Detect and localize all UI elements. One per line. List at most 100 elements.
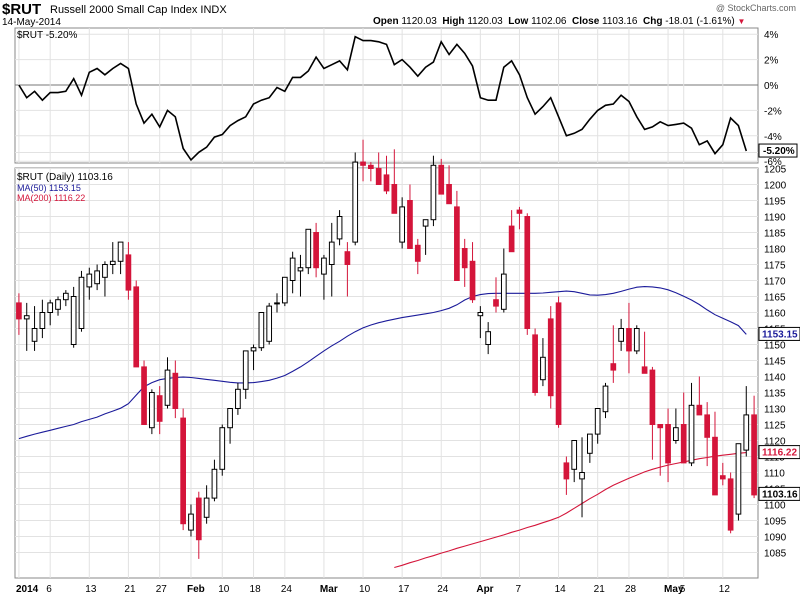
perf-y-tick-label: -6% bbox=[764, 157, 782, 168]
candle-body bbox=[696, 404, 703, 416]
x-tick-label: Feb bbox=[187, 584, 205, 595]
perf-last-value-box bbox=[758, 143, 798, 158]
candle-body bbox=[31, 328, 38, 342]
index-title: Russell 2000 Small Cap Index bbox=[50, 4, 198, 16]
candle-body bbox=[407, 200, 413, 249]
candle-body bbox=[641, 366, 648, 374]
ma50-line bbox=[18, 286, 747, 440]
candle-body bbox=[219, 427, 226, 470]
candle-body bbox=[391, 184, 398, 214]
low-label: Low bbox=[508, 16, 529, 27]
price-y-tick-label: 1190 bbox=[764, 213, 786, 224]
perf-series-line bbox=[18, 35, 748, 162]
high-label: High bbox=[442, 16, 465, 27]
close-label: Close bbox=[572, 16, 600, 27]
candle-body bbox=[78, 276, 85, 329]
open-label: Open bbox=[373, 16, 399, 27]
candle-body bbox=[62, 292, 69, 301]
candle-body bbox=[344, 251, 351, 265]
candle-body bbox=[235, 388, 241, 409]
candle-body bbox=[610, 363, 617, 371]
candle-body bbox=[39, 312, 46, 329]
candle-body bbox=[328, 241, 335, 266]
candle-body bbox=[180, 417, 186, 525]
perf-panel-frame bbox=[14, 27, 759, 164]
price-y-tick-label: 1125 bbox=[764, 421, 786, 432]
x-tick-label: 27 bbox=[156, 584, 168, 595]
candle-body bbox=[438, 164, 445, 195]
candle-body bbox=[563, 462, 570, 480]
candle-body bbox=[719, 475, 726, 480]
perf-y-tick-label: 4% bbox=[764, 30, 779, 41]
candle-body bbox=[477, 312, 484, 317]
price-legend: $RUT (Daily) 1103.16 bbox=[17, 172, 113, 183]
ma200-last-value: 1116.22 bbox=[762, 448, 797, 459]
x-tick-label: 13 bbox=[85, 584, 97, 595]
x-tick-label: 12 bbox=[719, 584, 731, 595]
candle-body bbox=[242, 350, 249, 390]
candle-body bbox=[626, 328, 632, 352]
high-value: 1120.03 bbox=[467, 16, 503, 27]
candle-body bbox=[313, 232, 319, 269]
candle-body bbox=[602, 385, 609, 413]
candle-body bbox=[149, 392, 155, 429]
candle-body bbox=[555, 302, 562, 425]
candle-body bbox=[47, 302, 54, 313]
price-y-tick-label: 1195 bbox=[764, 197, 786, 208]
candle-body bbox=[547, 318, 554, 397]
candle-body bbox=[266, 305, 273, 342]
candle-body bbox=[414, 244, 421, 262]
down-arrow-icon: ▼ bbox=[737, 17, 746, 26]
candle-body bbox=[352, 161, 359, 243]
candle-body bbox=[633, 328, 640, 352]
change-value: -18.01 (-1.61%) bbox=[665, 16, 735, 27]
candle-body bbox=[227, 408, 233, 429]
ticker-symbol: $RUT bbox=[2, 1, 42, 18]
x-tick-label: 10 bbox=[359, 584, 371, 595]
price-y-tick-label: 1120 bbox=[764, 437, 786, 448]
price-y-tick-label: 1175 bbox=[764, 261, 786, 272]
index-name: Russell 2000 Small Cap Index INDX bbox=[50, 4, 227, 16]
candle-body bbox=[399, 206, 405, 243]
x-tick-label: 6 bbox=[46, 584, 52, 595]
x-tick-label: Apr bbox=[476, 584, 493, 595]
candle-body bbox=[688, 404, 695, 464]
price-y-tick-label: 1095 bbox=[764, 517, 787, 528]
price-y-tick-label: 1185 bbox=[764, 229, 786, 240]
ma200-last-value-box bbox=[758, 445, 800, 460]
candle-body bbox=[16, 302, 22, 320]
candle-body bbox=[657, 424, 664, 429]
candle-body bbox=[485, 331, 492, 346]
candle-body bbox=[673, 427, 679, 442]
candle-body bbox=[532, 334, 538, 393]
candle-body bbox=[446, 184, 452, 205]
perf-y-tick-label: -4% bbox=[764, 132, 782, 143]
ma50-last-value-box bbox=[758, 326, 800, 341]
price-last-value-box bbox=[758, 486, 800, 501]
candle-body bbox=[524, 216, 531, 329]
price-y-tick-label: 1200 bbox=[764, 181, 787, 192]
price-y-tick-label: 1100 bbox=[764, 501, 786, 512]
price-y-tick-label: 1150 bbox=[764, 341, 786, 352]
candle-body bbox=[250, 347, 257, 352]
price-y-tick-label: 1145 bbox=[764, 357, 786, 368]
candle-body bbox=[55, 299, 61, 310]
open-value: 1120.03 bbox=[401, 16, 437, 27]
low-value: 1102.06 bbox=[531, 16, 567, 27]
x-tick-label: May bbox=[664, 584, 684, 595]
candle-body bbox=[336, 216, 343, 240]
price-y-tick-label: 1170 bbox=[764, 277, 786, 288]
x-tick-label: 21 bbox=[594, 584, 606, 595]
candle-body bbox=[422, 219, 429, 227]
candle-body bbox=[587, 433, 593, 454]
price-y-tick-label: 1165 bbox=[764, 293, 786, 304]
ma200-line bbox=[394, 452, 747, 569]
candle-body bbox=[430, 164, 437, 221]
perf-legend: $RUT -5.20% bbox=[17, 30, 78, 41]
candle-body bbox=[289, 257, 296, 282]
candle-body bbox=[649, 369, 656, 426]
candle-body bbox=[540, 356, 546, 381]
candle-body bbox=[321, 257, 327, 275]
price-y-tick-label: 1160 bbox=[764, 309, 786, 320]
candle-body bbox=[164, 369, 171, 406]
